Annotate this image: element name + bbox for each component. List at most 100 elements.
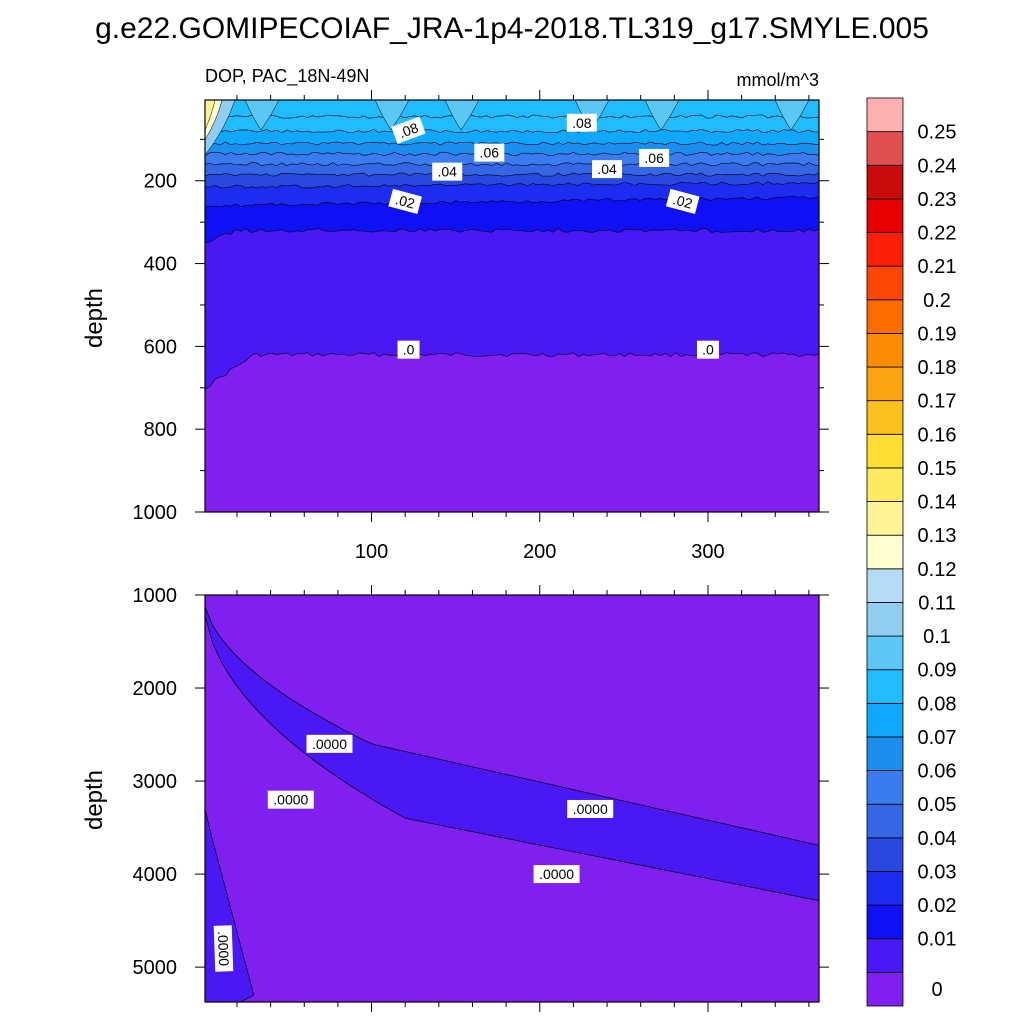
lower-y-axis-label: depth — [81, 770, 108, 830]
upper-contour-label: .08 — [391, 116, 426, 144]
colorbar-box — [866, 400, 904, 435]
colorbar-box — [866, 433, 904, 469]
colorbar-box — [866, 501, 904, 536]
upper-contour-label: .04 — [432, 162, 463, 181]
colorbar-label: 0.07 — [918, 727, 957, 749]
colorbar-box — [866, 232, 904, 267]
colorbar-label: 0.2 — [923, 290, 951, 312]
colorbar-label: 0.04 — [918, 828, 957, 850]
upper-contour-label: .06 — [474, 143, 505, 162]
colorbar-box — [866, 366, 904, 402]
upper-contour-label: .0 — [696, 340, 719, 359]
upper-contour-label-bg — [474, 143, 505, 162]
colorbar-label: 0 — [931, 979, 942, 1001]
lower-contour-label: .0000 — [306, 734, 353, 753]
colorbar-box — [866, 669, 904, 704]
colorbar-box — [866, 534, 904, 570]
upper-y-tick-label: 400 — [144, 254, 177, 276]
colorbar-label: 0.03 — [918, 861, 957, 883]
colorbar-label: 0.01 — [918, 929, 957, 951]
colorbar-label: 0.18 — [918, 357, 957, 379]
upper-contour-label-text: .08 — [572, 115, 592, 131]
colorbar-box — [866, 971, 904, 1007]
lower-contour-label: .0000 — [213, 925, 234, 972]
lower-contour-label: .0000 — [533, 865, 580, 884]
upper-contour-label-bg — [592, 160, 623, 179]
colorbar-box — [866, 803, 904, 839]
colorbar: 0 0.01 0.02 0.03 0.04 0.05 0.06 0.07 0.08 0.09 0.1… — [866, 97, 957, 1007]
colorbar-box — [866, 265, 904, 301]
upper-y-tick-label: 200 — [144, 171, 177, 193]
upper-contour-label-bg — [432, 162, 463, 181]
colorbar-box — [866, 131, 904, 166]
upper-contour-label: .06 — [639, 148, 670, 167]
upper-y-tick-label: 1000 — [133, 502, 178, 524]
colorbar-label: 0.16 — [918, 424, 957, 446]
lower-contour-label-bg — [267, 790, 314, 809]
lower-contour-label-bg — [213, 925, 234, 972]
lower-contour-label-text: .0000 — [273, 792, 308, 808]
lower-y-tick-label: 3000 — [133, 771, 178, 793]
lower-contour-label-text: .0000 — [312, 736, 347, 752]
upper-contour-label-bg — [639, 148, 670, 167]
figure-title: g.e22.GOMIPECOIAF_JRA-1p4-2018.TL319_g17… — [95, 12, 929, 45]
upper-contour-fill: .08 .08 .06 .06 .04 .04 .02 .02 .0 .0 — [205, 100, 819, 512]
colorbar-box — [866, 635, 904, 671]
upper-contour-label-bg — [665, 188, 700, 215]
lower-y-tick-label: 5000 — [133, 957, 178, 979]
lower-contour-label-text: .0000 — [215, 931, 232, 967]
upper-contour-label-text: .08 — [397, 119, 421, 141]
upper-surface-patch — [774, 100, 810, 131]
upper-contour-label: .08 — [566, 113, 597, 132]
lower-contour-label-bg — [567, 799, 614, 818]
colorbar-label: 0.14 — [918, 492, 957, 514]
colorbar-label: 0.19 — [918, 323, 957, 345]
lower-contour-label-bg — [533, 865, 580, 884]
lower-contour-label-text: .0000 — [539, 866, 574, 882]
upper-surface-patch — [644, 100, 680, 131]
upper-x-tick-label: 100 — [355, 541, 388, 563]
upper-contour-label-text: .06 — [644, 150, 664, 166]
lower-contour-label-bg — [306, 734, 353, 753]
lower-y-tick-label: 1000 — [133, 585, 178, 607]
upper-axes: 100 200 300 200 400 600 800 1000 — [133, 90, 829, 563]
colorbar-box — [866, 602, 904, 637]
colorbar-label: 0.11 — [918, 592, 955, 614]
lower-y-tick-label: 2000 — [133, 678, 178, 700]
colorbar-label: 0.15 — [918, 458, 957, 480]
colorbar-label: 0.08 — [918, 693, 957, 715]
upper-contour-label: .02 — [388, 188, 422, 215]
colorbar-box — [866, 770, 904, 805]
colorbar-label: 0.24 — [918, 155, 957, 177]
upper-contour-label-bg — [696, 340, 719, 359]
lower-contour-fill: .0000 .0000 .0000 .0000 .0000 — [205, 595, 819, 1002]
lower-contour-label: .0000 — [567, 799, 614, 818]
lower-contour-label-text: .0000 — [573, 801, 608, 817]
upper-left-title: DOP, PAC_18N-49N — [205, 66, 369, 87]
colorbar-box — [866, 938, 904, 973]
upper-contour-label-bg — [566, 113, 597, 132]
upper-y-tick-label: 600 — [144, 336, 177, 358]
colorbar-box — [866, 299, 904, 334]
colorbar-box — [866, 333, 904, 368]
colorbar-box — [866, 164, 904, 200]
colorbar-label: 0.06 — [918, 761, 957, 783]
upper-y-axis-label: depth — [81, 288, 108, 348]
lower-panel: .0000 .0000 .0000 .0000 .0000 1000 2000 3000 40… — [81, 585, 829, 1012]
colorbar-label: 0.13 — [918, 525, 957, 547]
upper-surface-patch — [444, 100, 480, 131]
upper-panel: .08 .08 .06 .06 .04 .04 .02 .02 .0 .0 100 200 300 20… — [81, 66, 829, 563]
upper-contour-label-text: .0 — [403, 342, 415, 358]
colorbar-label: 0.22 — [918, 223, 957, 245]
upper-frame — [204, 99, 820, 513]
colorbar-label: 0.09 — [918, 660, 957, 682]
lower-y-tick-label: 4000 — [133, 864, 178, 886]
upper-contour-label-bg — [391, 116, 426, 144]
upper-contour-label-text: .04 — [597, 161, 617, 177]
colorbar-box — [866, 871, 904, 906]
upper-band-10 — [205, 100, 819, 119]
lower-axes: 1000 2000 3000 4000 5000 — [133, 585, 829, 1012]
upper-contour-label-text: .04 — [438, 164, 458, 180]
colorbar-box — [866, 702, 904, 738]
